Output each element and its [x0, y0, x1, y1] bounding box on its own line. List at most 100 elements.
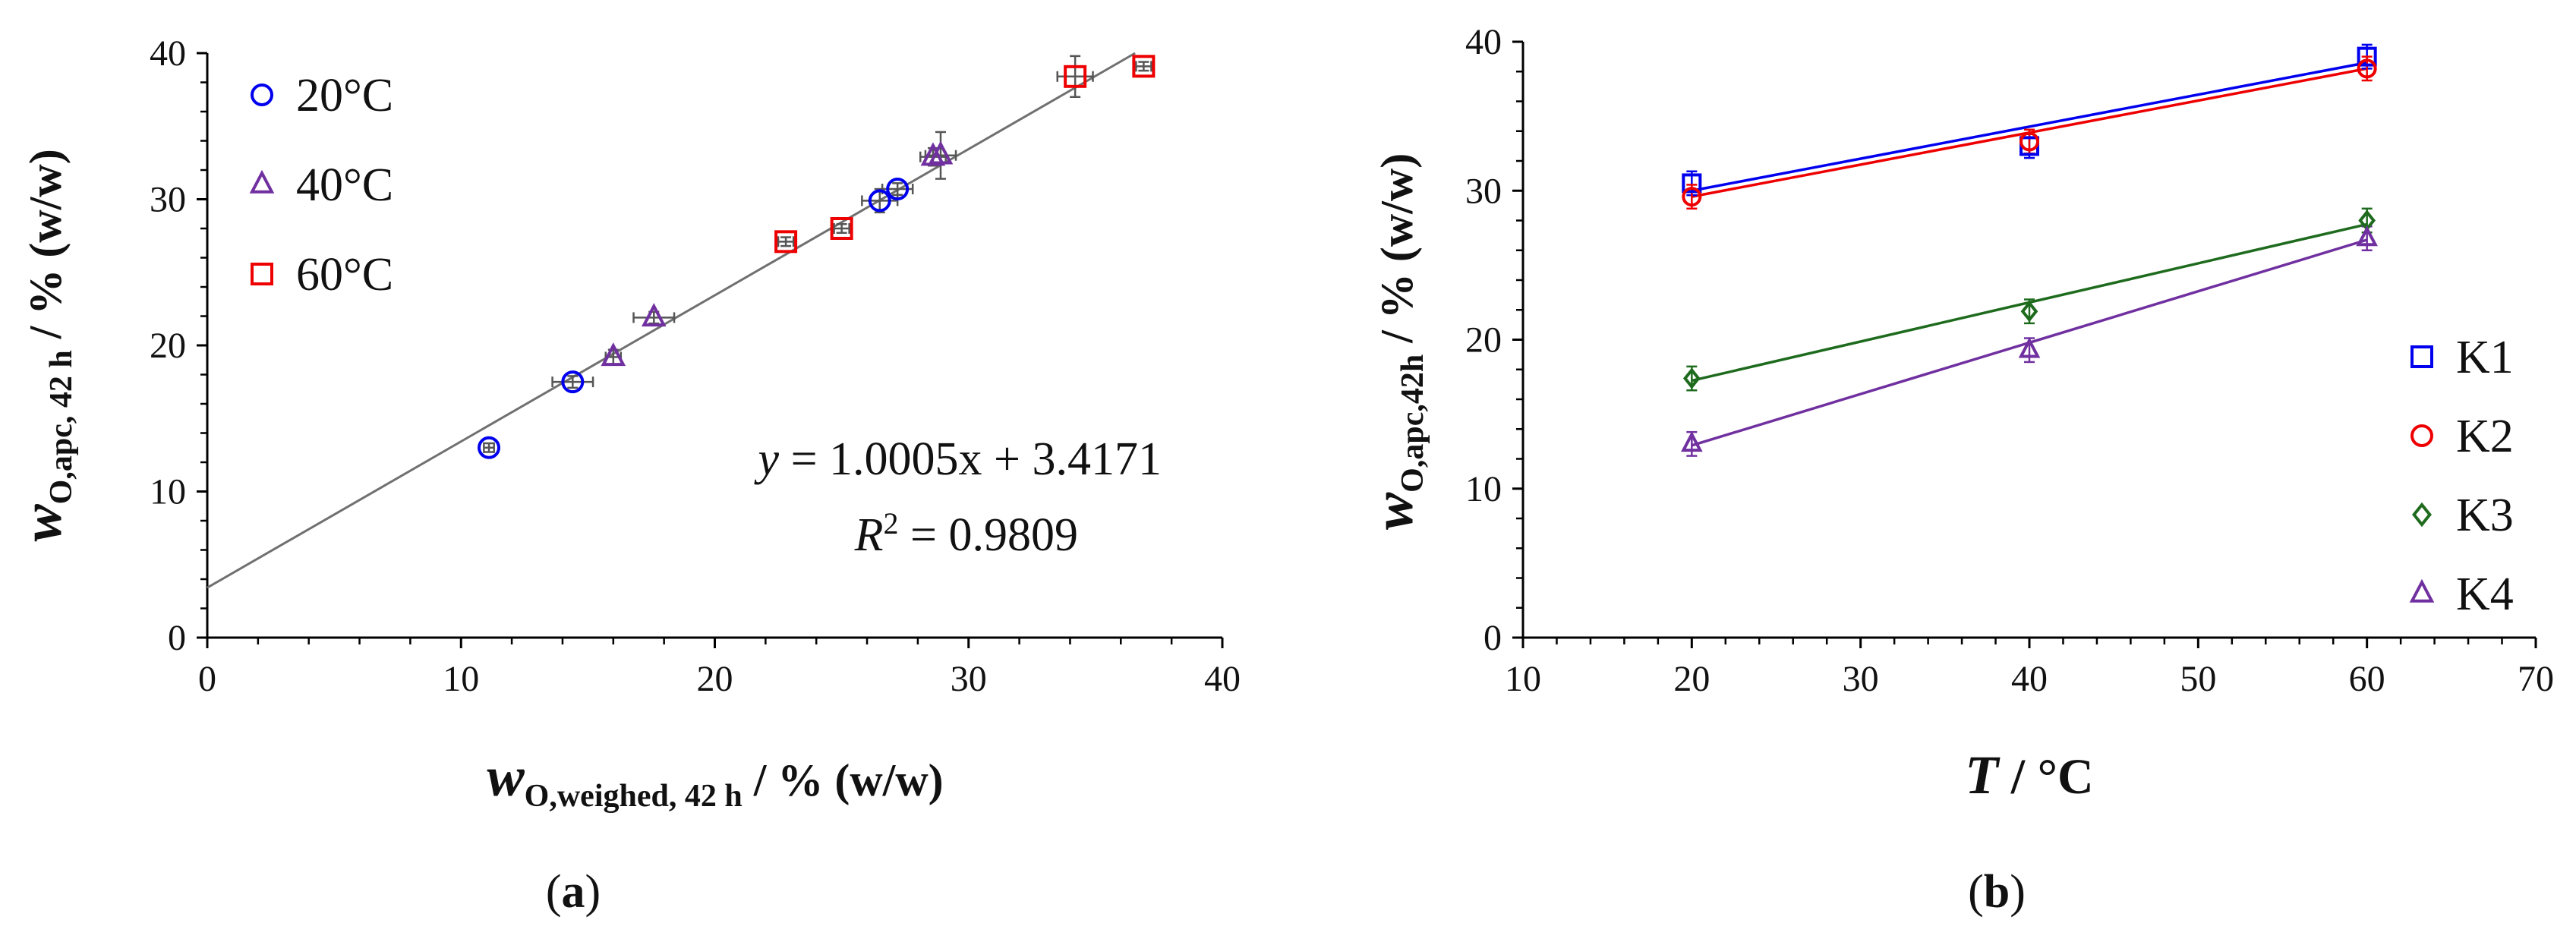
data-point-k1	[1682, 173, 1702, 194]
x-tick-label: 50	[2180, 659, 2216, 699]
y-tick-label: 40	[150, 33, 186, 74]
data-point-k3	[1682, 367, 1701, 389]
panel-a-fit-line	[207, 52, 1136, 589]
regression-line	[207, 52, 1136, 589]
data-point-60c	[1132, 55, 1156, 78]
panel-a-equation: y = 1.0005x + 3.4171	[754, 433, 1162, 485]
r-squared-sup: 2	[884, 506, 899, 540]
x-tick-label: 60	[2349, 659, 2385, 699]
b-y-title-var: w	[1363, 492, 1425, 530]
data-point-60c	[1064, 65, 1087, 88]
y-tick-label: 20	[150, 326, 186, 366]
y-tick-label: 30	[150, 180, 186, 220]
y-tick-label: 0	[168, 618, 186, 658]
x-tick-label: 40	[1204, 659, 1241, 699]
panel-a-error-bars	[483, 55, 1152, 453]
panel-b-legend: K1 K2 K3 K4	[2409, 332, 2514, 620]
r-squared-var: R	[854, 509, 884, 561]
data-point-20c	[886, 178, 910, 201]
legend-label: K1	[2456, 332, 2514, 383]
legend-marker-60c	[251, 263, 273, 285]
panel-b-markers	[1681, 46, 2378, 452]
panel-a-markers	[478, 55, 1156, 459]
x-tick-label: 70	[2518, 659, 2554, 699]
x-tick-label: 10	[1505, 659, 1541, 699]
legend-marker-k2	[2410, 424, 2433, 447]
panel-b-label: (b)	[1968, 866, 2026, 918]
x-title-sub: O,weighed, 42 h	[525, 779, 743, 814]
y-tick-label: 10	[150, 472, 186, 512]
panel-a-y-axis-title: wO,apc, 42 h / % (w/w)	[11, 149, 79, 541]
panel-b-fit-lines	[1691, 61, 2368, 447]
equation-formula: = 1.0005x + 3.4171	[779, 433, 1162, 485]
legend-label: 60°C	[296, 249, 393, 301]
data-point-k2	[2019, 131, 2039, 152]
panel-b-error-bars	[1686, 43, 2373, 457]
legend-label: K4	[2456, 569, 2514, 620]
data-point-40c	[601, 342, 626, 367]
data-point-20c	[478, 436, 501, 459]
x-tick-label: 20	[1673, 659, 1710, 699]
x-tick-label: 30	[951, 659, 987, 699]
data-point-k1	[2357, 46, 2377, 67]
legend-marker-40c	[249, 169, 275, 194]
panel-a-r-squared: R2 = 0.9809	[854, 506, 1078, 562]
b-x-title-unit: / °C	[1998, 749, 2093, 805]
y-tick-label: 40	[1465, 22, 1502, 62]
panel-a-letter: a	[562, 866, 585, 918]
panel-b-letter: b	[1984, 866, 2010, 918]
panel-b-ticks	[1512, 40, 2537, 648]
b-x-title-var: T	[1965, 745, 2001, 805]
panel-a-legend: 20°C 40°C 60°C	[249, 70, 393, 301]
panel-a-ticks	[197, 52, 1224, 648]
y-tick-label: 0	[1483, 618, 1502, 658]
data-point-k2	[2357, 58, 2377, 79]
data-point-60c	[774, 230, 798, 254]
y-tick-label: 30	[1465, 171, 1502, 211]
legend-marker-20c	[251, 83, 273, 106]
equation-y-var: y	[754, 433, 780, 485]
data-point-k2	[1682, 187, 1702, 207]
b-y-title-unit: / % (w/w)	[1372, 153, 1422, 354]
panel-a-label: (a)	[546, 866, 601, 918]
x-tick-label: 40	[2011, 659, 2048, 699]
x-tick-label: 10	[443, 659, 479, 699]
legend-label: 40°C	[296, 159, 393, 211]
fit-line-k1	[1692, 61, 2367, 192]
y-title-sub: O,apc, 42 h	[44, 350, 79, 504]
y-title-var: w	[11, 504, 74, 542]
data-point-20c	[561, 370, 585, 394]
legend-label: 20°C	[296, 70, 393, 121]
data-point-k4	[2018, 337, 2041, 358]
legend-marker-k3	[2412, 502, 2432, 528]
data-point-40c	[641, 303, 667, 327]
panel-b-y-axis-title: wO,apc,42h / % (w/w)	[1363, 153, 1430, 530]
y-tick-label: 10	[1465, 469, 1502, 509]
data-point-20c	[868, 189, 891, 213]
y-tick-label: 20	[1465, 320, 1502, 361]
b-y-title-sub: O,apc,42h	[1395, 354, 1430, 493]
r-squared-value: = 0.9809	[899, 509, 1078, 561]
x-tick-label: 30	[1843, 659, 1879, 699]
x-tick-label: 20	[697, 659, 733, 699]
y-title-unit: / % (w/w)	[20, 149, 71, 350]
legend-label: K2	[2456, 411, 2514, 462]
panel-a-x-axis-title: wO,weighed, 42 h / % (w/w)	[487, 746, 943, 814]
data-point-60c	[830, 217, 853, 240]
x-tick-label: 0	[198, 659, 216, 699]
panel-b-x-axis-title: T / °C	[1965, 745, 2093, 805]
data-point-k4	[2356, 225, 2378, 247]
legend-label: K3	[2456, 490, 2514, 541]
panel-a-chart: 0 10 20 30 40 0 10 20 30 40 20°C 40°C 60°C y = 1.00…	[11, 33, 1241, 918]
panel-a-tick-labels: 0 10 20 30 40 0 10 20 30 40	[150, 33, 1241, 699]
x-title-unit: / % (w/w)	[743, 755, 944, 805]
data-point-k4	[1681, 430, 1703, 452]
data-point-40c	[928, 140, 954, 165]
legend-marker-k4	[2409, 578, 2435, 603]
legend-marker-k1	[2410, 345, 2433, 368]
x-title-var: w	[487, 746, 525, 808]
data-point-k3	[2020, 301, 2038, 323]
